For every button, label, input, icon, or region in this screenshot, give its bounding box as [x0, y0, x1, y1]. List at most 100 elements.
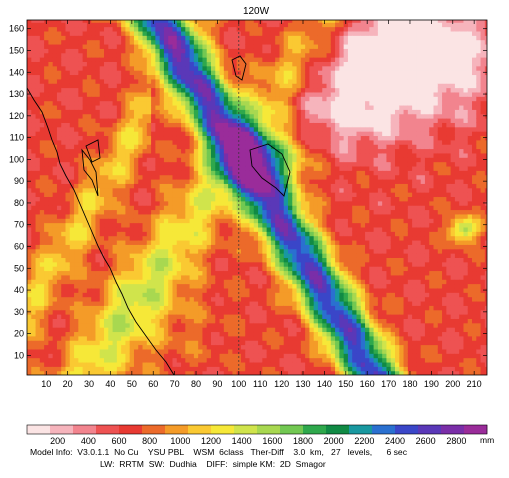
- heat-cell: [39, 292, 45, 298]
- heat-cell: [270, 292, 276, 298]
- heat-cell: [129, 70, 135, 76]
- heat-cell: [189, 292, 195, 298]
- heat-cell: [146, 357, 152, 363]
- heat-cell: [39, 118, 45, 123]
- heat-cell: [283, 366, 289, 372]
- heat-cell: [56, 65, 62, 71]
- heat-cell: [116, 65, 122, 71]
- heat-cell: [181, 30, 186, 36]
- heat-cell: [27, 122, 32, 128]
- heat-cell: [39, 192, 45, 198]
- heat-cell: [172, 300, 178, 306]
- heat-cell: [48, 370, 54, 375]
- heat-cell: [27, 196, 32, 202]
- heat-cell: [215, 222, 221, 228]
- heat-cell: [146, 170, 152, 176]
- heat-cell: [112, 161, 118, 167]
- heat-cell: [31, 205, 37, 211]
- heat-cell: [129, 78, 135, 84]
- heat-cell: [185, 331, 191, 337]
- heat-cell: [61, 78, 67, 84]
- heat-cell: [86, 118, 92, 123]
- heat-cell: [185, 257, 191, 263]
- heat-cell: [95, 148, 101, 154]
- heat-cell: [172, 126, 178, 132]
- heat-cell: [232, 113, 238, 119]
- heat-cell: [232, 327, 238, 333]
- heat-cell: [275, 174, 281, 180]
- heat-cell: [74, 287, 79, 293]
- heat-cell: [258, 118, 263, 123]
- heat-cell: [159, 70, 165, 76]
- heat-cell: [138, 279, 144, 285]
- heat-cell: [52, 231, 58, 237]
- heat-cell: [189, 148, 195, 154]
- heat-cell: [125, 30, 131, 36]
- heat-cell: [48, 35, 54, 41]
- heat-cell: [189, 348, 195, 354]
- heat-cell: [52, 170, 58, 176]
- heat-cell: [189, 187, 195, 193]
- heat-cell: [133, 39, 139, 45]
- heat-cell: [270, 222, 276, 228]
- heat-cell: [258, 39, 263, 45]
- heat-cell: [283, 340, 289, 346]
- heat-cell: [223, 192, 229, 198]
- heat-cell: [245, 144, 251, 150]
- heat-cell: [151, 218, 156, 224]
- heat-cell: [172, 43, 178, 49]
- heat-cell: [283, 296, 289, 302]
- heat-cell: [99, 322, 105, 328]
- heat-cell: [245, 296, 251, 302]
- heat-cell: [211, 344, 216, 350]
- heat-cell: [151, 113, 156, 119]
- heat-cell: [279, 231, 285, 237]
- heat-cell: [266, 248, 272, 254]
- heat-cell: [31, 139, 37, 145]
- heat-cell: [232, 353, 238, 359]
- heat-cell: [189, 266, 195, 272]
- heat-cell: [270, 327, 276, 333]
- heat-cell: [249, 170, 255, 176]
- heat-cell: [104, 52, 109, 58]
- heat-cell: [198, 70, 204, 76]
- heat-cell: [82, 161, 88, 167]
- heat-cell: [104, 213, 109, 219]
- heat-cell: [82, 318, 88, 324]
- heat-cell: [31, 61, 37, 67]
- heat-cell: [65, 270, 71, 276]
- heat-cell: [56, 83, 62, 89]
- heat-cell: [146, 113, 152, 119]
- heat-cell: [125, 174, 131, 180]
- heat-cell: [168, 331, 174, 337]
- heat-cell: [202, 226, 208, 232]
- heat-cell: [116, 26, 122, 32]
- heat-cell: [56, 279, 62, 285]
- heat-cell: [112, 196, 118, 202]
- heat-cell: [253, 139, 259, 145]
- heat-cell: [44, 174, 49, 180]
- heat-cell: [82, 239, 88, 245]
- heat-cell: [91, 174, 97, 180]
- heat-cell: [86, 78, 92, 84]
- heat-cell: [258, 209, 263, 215]
- heat-cell: [82, 222, 88, 228]
- heat-cell: [138, 235, 144, 241]
- heat-cell: [198, 366, 204, 372]
- heat-cell: [35, 126, 41, 132]
- heat-cell: [163, 48, 169, 54]
- heat-cell: [125, 205, 131, 211]
- heat-cell: [82, 30, 88, 36]
- heat-cell: [78, 91, 84, 97]
- heat-cell: [172, 239, 178, 245]
- heat-cell: [61, 314, 67, 319]
- heat-cell: [108, 70, 114, 76]
- heat-cell: [189, 244, 195, 250]
- heat-cell: [159, 200, 165, 206]
- heat-cell: [44, 318, 49, 324]
- heat-cell: [211, 157, 216, 163]
- heat-cell: [245, 30, 251, 36]
- heat-cell: [86, 192, 92, 198]
- heat-cell: [133, 35, 139, 41]
- heat-cell: [253, 253, 259, 258]
